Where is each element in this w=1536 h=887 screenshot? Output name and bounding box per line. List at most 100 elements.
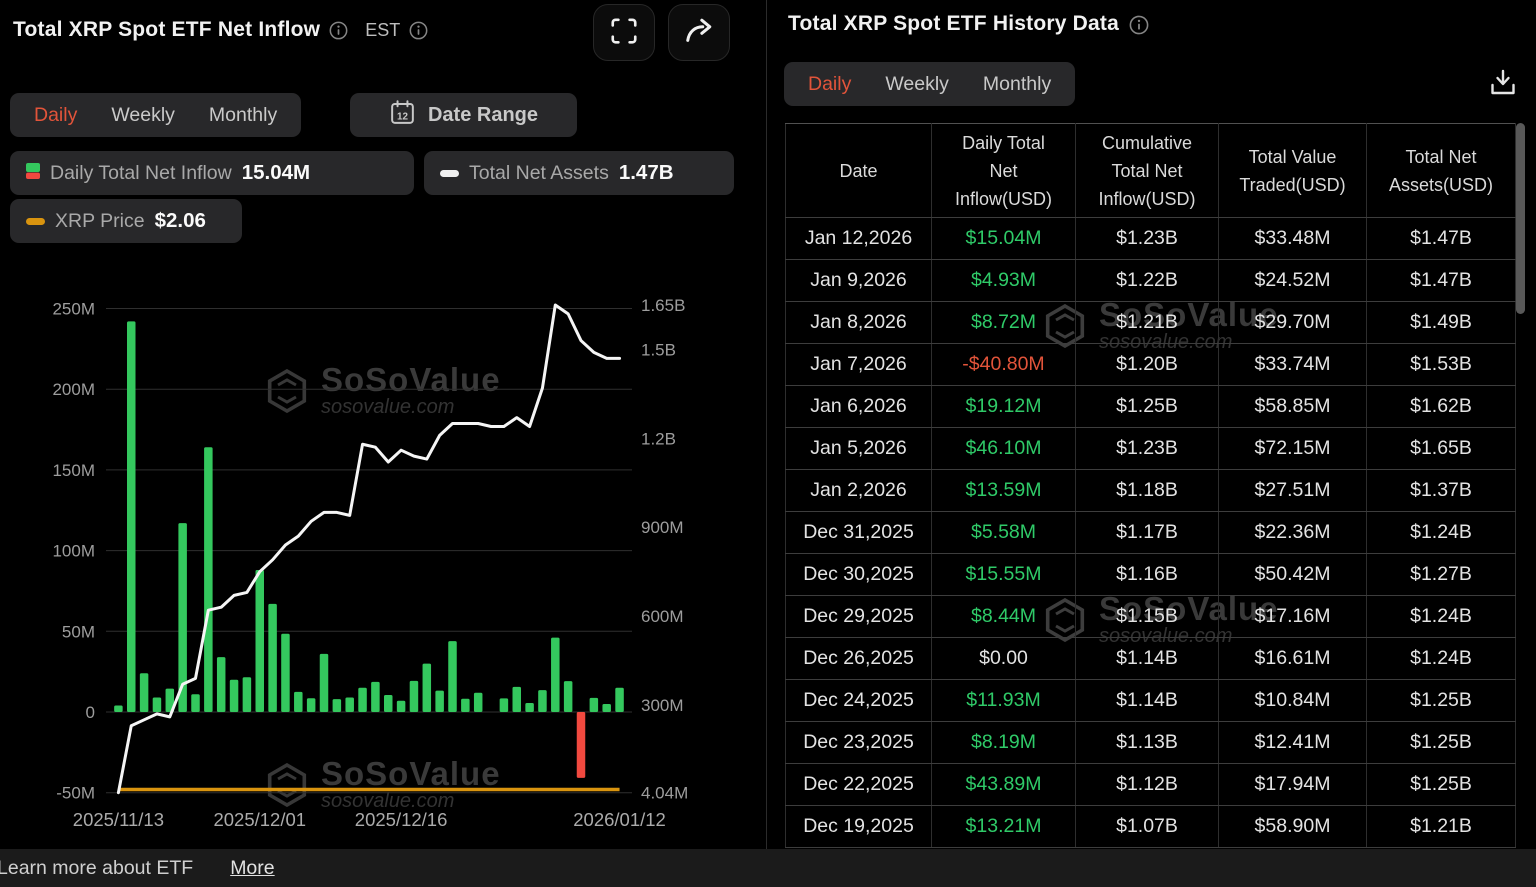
date-cell: Dec 29,2025 <box>785 595 932 638</box>
share-icon <box>684 16 714 49</box>
table-scrollbar-thumb[interactable] <box>1516 123 1525 314</box>
net-assets-cell: $1.65B <box>1366 427 1516 470</box>
cumulative-inflow-cell: $1.15B <box>1075 595 1219 638</box>
svg-text:1.65B: 1.65B <box>641 296 685 315</box>
download-button[interactable] <box>1482 62 1524 104</box>
column-header: Date <box>785 123 932 218</box>
table-row: Jan 6,2026 $19.12M $1.25B $58.85M $1.62B <box>785 385 1516 428</box>
date-cell: Dec 19,2025 <box>785 805 932 848</box>
cumulative-inflow-cell: $1.17B <box>1075 511 1219 554</box>
history-tab-weekly[interactable]: Weekly <box>868 62 966 106</box>
date-cell: Jan 8,2026 <box>785 301 932 344</box>
cumulative-inflow-cell: $1.12B <box>1075 763 1219 806</box>
cumulative-inflow-cell: $1.25B <box>1075 385 1219 428</box>
svg-text:600M: 600M <box>641 607 684 626</box>
legend-value: 15.04M <box>241 161 311 184</box>
value-traded-cell: $27.51M <box>1218 469 1367 512</box>
legend-daily-net-inflow[interactable]: Daily Total Net Inflow 15.04M <box>10 151 414 195</box>
legend-label: Daily Total Net Inflow <box>50 161 232 184</box>
svg-text:2025/11/13: 2025/11/13 <box>73 809 164 830</box>
est-info-icon[interactable] <box>409 21 428 40</box>
value-traded-cell: $17.16M <box>1218 595 1367 638</box>
history-tab-monthly[interactable]: Monthly <box>966 62 1068 106</box>
chart-tab-monthly[interactable]: Monthly <box>192 93 294 137</box>
date-cell: Jan 6,2026 <box>785 385 932 428</box>
svg-text:12: 12 <box>397 111 408 122</box>
cumulative-inflow-cell: $1.14B <box>1075 637 1219 680</box>
net-assets-cell: $1.25B <box>1366 679 1516 722</box>
svg-text:200M: 200M <box>52 380 95 399</box>
svg-text:2026/01/12: 2026/01/12 <box>573 809 666 830</box>
timezone-label: EST <box>365 19 401 40</box>
share-button[interactable] <box>668 4 730 61</box>
price-line-legend-icon <box>26 212 45 230</box>
net-assets-cell: $1.21B <box>1366 805 1516 848</box>
date-range-label: Date Range <box>427 103 539 126</box>
chart-info-icon[interactable] <box>329 21 348 40</box>
daily-inflow-cell: $11.93M <box>931 679 1076 722</box>
table-row: Dec 29,2025 $8.44M $1.15B $17.16M $1.24B <box>785 595 1516 638</box>
column-header: Total Net Assets(USD) <box>1366 123 1516 218</box>
table-row: Jan 12,2026 $15.04M $1.23B $33.48M $1.47B <box>785 217 1516 260</box>
table-header: Total XRP Spot ETF History Data <box>788 12 1149 36</box>
daily-inflow-cell: $43.89M <box>931 763 1076 806</box>
net-assets-cell: $1.25B <box>1366 763 1516 806</box>
more-link[interactable]: More <box>230 856 275 879</box>
date-cell: Jan 7,2026 <box>785 343 932 386</box>
net-assets-cell: $1.53B <box>1366 343 1516 386</box>
table-row: Dec 24,2025 $11.93M $1.14B $10.84M $1.25B <box>785 679 1516 722</box>
cumulative-inflow-cell: $1.21B <box>1075 301 1219 344</box>
net-assets-cell: $1.24B <box>1366 595 1516 638</box>
table-row: Jan 8,2026 $8.72M $1.21B $29.70M $1.49B <box>785 301 1516 344</box>
svg-text:0: 0 <box>86 703 95 722</box>
cumulative-inflow-cell: $1.16B <box>1075 553 1219 596</box>
cumulative-inflow-cell: $1.18B <box>1075 469 1219 512</box>
chart-tab-daily[interactable]: Daily <box>17 93 94 137</box>
fullscreen-icon <box>609 16 639 49</box>
net-inflow-chart-panel: Total XRP Spot ETF Net Inflow EST Daily … <box>0 0 766 849</box>
date-cell: Jan 12,2026 <box>785 217 932 260</box>
svg-text:2025/12/01: 2025/12/01 <box>213 809 306 830</box>
history-table: Date Daily Total Net Inflow(USD) Cumulativ… <box>785 123 1516 848</box>
date-cell: Dec 22,2025 <box>785 763 932 806</box>
daily-inflow-cell: $5.58M <box>931 511 1076 554</box>
table-row: Dec 30,2025 $15.55M $1.16B $50.42M $1.27B <box>785 553 1516 596</box>
history-data-panel: Total XRP Spot ETF History Data Daily We… <box>768 0 1536 849</box>
daily-inflow-cell: $19.12M <box>931 385 1076 428</box>
table-row: Jan 7,2026 -$40.80M $1.20B $33.74M $1.53B <box>785 343 1516 386</box>
svg-text:1.2B: 1.2B <box>641 429 676 448</box>
history-period-tabs: Daily Weekly Monthly <box>784 62 1076 106</box>
cumulative-inflow-cell: $1.23B <box>1075 427 1219 470</box>
table-info-icon[interactable] <box>1129 15 1149 34</box>
legend-total-net-assets[interactable]: Total Net Assets 1.47B <box>424 151 734 195</box>
column-header: Daily Total Net Inflow(USD) <box>931 123 1076 218</box>
value-traded-cell: $24.52M <box>1218 259 1367 302</box>
value-traded-cell: $58.90M <box>1218 805 1367 848</box>
legend-label: Total Net Assets <box>469 161 609 184</box>
column-header: Total Value Traded(USD) <box>1218 123 1367 218</box>
net-inflow-combo-chart[interactable]: 250M 200M 150M 100M 50M 0 -50M 1.65B 1.5B 1.2B 900… <box>0 250 766 840</box>
table-head: Date Daily Total Net Inflow(USD) Cumulativ… <box>785 123 1516 218</box>
net-assets-cell: $1.47B <box>1366 217 1516 260</box>
history-tab-daily[interactable]: Daily <box>791 62 868 106</box>
daily-inflow-cell: -$40.80M <box>931 343 1076 386</box>
net-assets-cell: $1.49B <box>1366 301 1516 344</box>
daily-inflow-cell: $15.55M <box>931 553 1076 596</box>
net-assets-cell: $1.24B <box>1366 511 1516 554</box>
svg-text:4.04M: 4.04M <box>641 784 688 803</box>
cumulative-inflow-cell: $1.14B <box>1075 679 1219 722</box>
cumulative-inflow-cell: $1.07B <box>1075 805 1219 848</box>
svg-text:50M: 50M <box>62 622 95 641</box>
fullscreen-button[interactable] <box>593 4 655 61</box>
cumulative-inflow-cell: $1.23B <box>1075 217 1219 260</box>
table-row: Dec 26,2025 $0.00 $1.14B $16.61M $1.24B <box>785 637 1516 680</box>
date-range-button[interactable]: 12 Date Range <box>350 93 577 137</box>
chart-tab-weekly[interactable]: Weekly <box>94 93 192 137</box>
svg-text:150M: 150M <box>52 461 95 480</box>
history-table-container: Date Daily Total Net Inflow(USD) Cumulativ… <box>785 123 1517 849</box>
legend-xrp-price[interactable]: XRP Price $2.06 <box>10 199 242 243</box>
chart-header: Total XRP Spot ETF Net Inflow EST <box>13 18 428 42</box>
daily-inflow-cell: $4.93M <box>931 259 1076 302</box>
net-assets-cell: $1.37B <box>1366 469 1516 512</box>
date-cell: Jan 9,2026 <box>785 259 932 302</box>
